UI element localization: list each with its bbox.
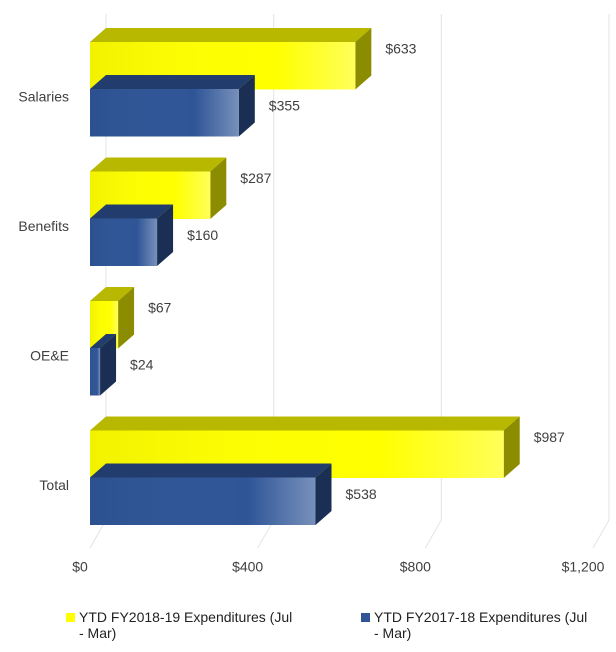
value-label: $538 <box>346 486 377 502</box>
bar-side <box>503 416 520 478</box>
bar-side <box>100 334 117 396</box>
bar-top <box>90 287 135 301</box>
value-label: $633 <box>385 41 416 57</box>
bar-side <box>315 463 332 525</box>
bar-side <box>210 157 227 219</box>
value-label: $287 <box>240 170 271 186</box>
value-label: $24 <box>130 357 154 373</box>
bar-top <box>90 416 520 431</box>
bar-top <box>90 463 332 478</box>
value-label: $987 <box>534 429 565 445</box>
legend-label: YTD FY2017-18 Expenditures (Jul - Mar) <box>374 609 588 641</box>
x-tick-label: $1,200 <box>562 559 605 575</box>
bar-top <box>90 204 174 219</box>
grid-floor <box>592 519 610 549</box>
bar-shine <box>90 89 239 137</box>
y-tick-label: Salaries <box>18 89 69 105</box>
bar-shine <box>90 348 101 396</box>
y-tick-label: Total <box>39 477 69 493</box>
bar-shine <box>90 477 316 525</box>
value-label: $160 <box>187 227 218 243</box>
bar-top <box>90 334 117 348</box>
value-label: $355 <box>269 98 300 114</box>
bar-side <box>238 75 255 137</box>
x-tick-label: $800 <box>400 559 431 575</box>
legend-item: YTD FY2018-19 Expenditures (Jul - Mar) <box>66 609 294 641</box>
legend-item: YTD FY2017-18 Expenditures (Jul - Mar) <box>361 609 589 641</box>
bar-top <box>90 75 255 89</box>
y-tick-label: OE&E <box>30 348 69 364</box>
legend-swatch <box>361 613 370 622</box>
bar-side <box>118 287 135 349</box>
bar-side <box>355 28 372 90</box>
value-label: $67 <box>148 300 172 316</box>
x-tick-label: $0 <box>72 559 88 575</box>
grid-floor <box>424 519 442 549</box>
legend-swatch <box>66 613 75 622</box>
bar-top <box>90 28 372 42</box>
legend-label: YTD FY2018-19 Expenditures (Jul - Mar) <box>79 609 293 641</box>
x-tick-label: $400 <box>232 559 263 575</box>
y-tick-label: Benefits <box>18 218 69 234</box>
bar-shine <box>90 218 158 266</box>
bar-top <box>90 157 227 172</box>
bar-side <box>157 204 174 266</box>
